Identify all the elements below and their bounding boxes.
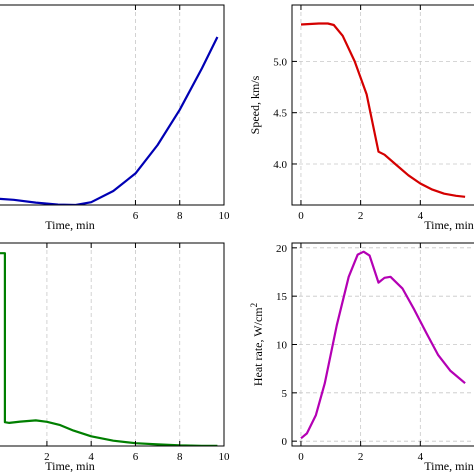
x-tick-label: 8 xyxy=(177,451,183,463)
y-axis-label: Speed, km/s xyxy=(248,75,262,134)
x-tick-label: 2 xyxy=(358,451,364,463)
y-tick-label: 4.5 xyxy=(273,108,287,120)
y-tick-label: 15 xyxy=(276,291,288,303)
x-tick-label: 4 xyxy=(418,210,424,222)
y-tick-label: 5 xyxy=(282,388,288,400)
y-tick-label: 4.0 xyxy=(273,159,287,171)
y-axis-label: Heat rate, W/cm2 xyxy=(249,303,265,386)
x-tick-label: 10 xyxy=(219,451,231,463)
x-tick-label: 0 xyxy=(298,210,304,222)
y-tick-label: 20 xyxy=(276,243,288,255)
x-tick-label: 2 xyxy=(358,210,364,222)
x-tick-label: 2 xyxy=(44,451,50,463)
plot-frame xyxy=(0,242,225,447)
series-line xyxy=(300,22,466,198)
x-tick-label: 4 xyxy=(418,451,424,463)
x-tick-label: 10 xyxy=(219,210,231,222)
x-tick-label: 6 xyxy=(133,210,139,222)
y-axis-label-superscript: 2 xyxy=(249,303,259,308)
x-axis-label: Time, min xyxy=(45,218,95,232)
y-tick-label: 5.0 xyxy=(273,56,287,68)
x-tick-label: 4 xyxy=(88,451,94,463)
x-tick-label: 0 xyxy=(298,451,304,463)
chart-panel-top-left: 6 8 10 Time, min xyxy=(0,4,231,232)
x-tick-label: 8 xyxy=(177,210,183,222)
x-axis-label: Time, min xyxy=(45,459,95,473)
y-tick-label: 0 xyxy=(282,436,288,448)
plot-frame xyxy=(291,4,474,206)
series-line xyxy=(300,250,466,440)
chart-panel-bottom-left: 2 4 6 8 10 Time, min xyxy=(0,242,231,473)
chart-panel-bottom-right: 0 2 4 0 5 10 15 20 Time, min Heat rate, W/cm2 xyxy=(249,242,474,473)
x-tick-label: 6 xyxy=(133,451,139,463)
x-axis-label: Time, min xyxy=(424,218,474,232)
series-line xyxy=(0,252,218,446)
plot-frame xyxy=(0,4,225,206)
series-line xyxy=(0,36,219,205)
chart-panel-top-right: 0 2 4 4.0 4.5 5.0 Time, min Speed, km/s xyxy=(248,4,474,232)
y-tick-label: 10 xyxy=(276,340,288,352)
x-axis-label: Time, min xyxy=(424,459,474,473)
